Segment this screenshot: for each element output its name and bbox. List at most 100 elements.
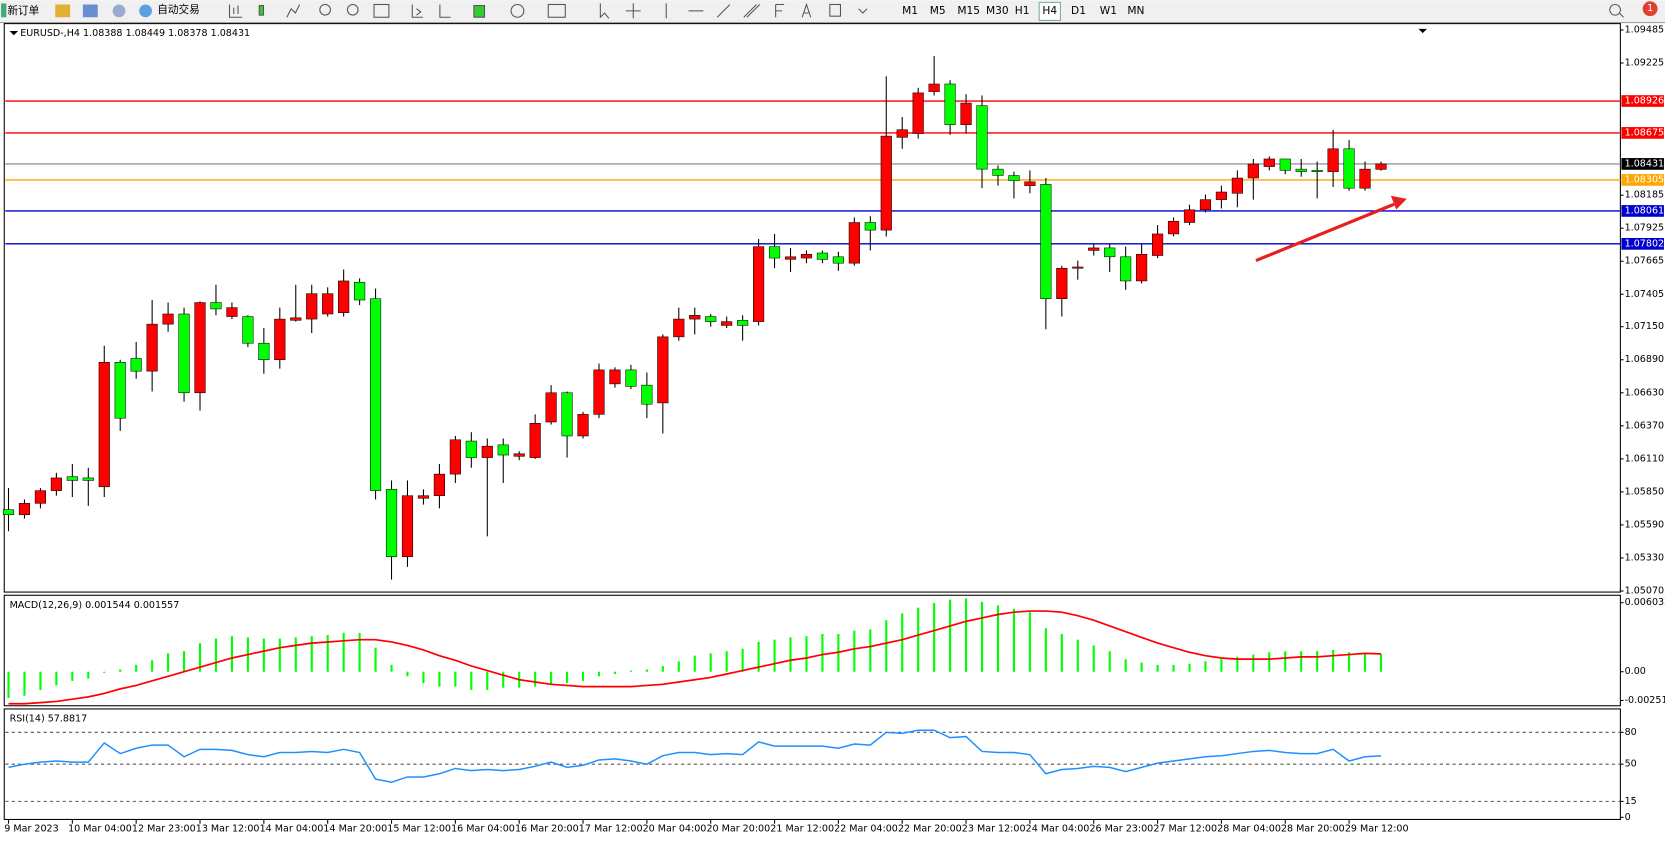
- x-tick-label: 26 Mar 23:00: [1089, 824, 1153, 835]
- candle-body: [1104, 247, 1116, 258]
- periods[interactable]: [510, 3, 525, 18]
- candle-body: [705, 316, 717, 322]
- tool-icon[interactable]: [82, 4, 98, 18]
- candle-body: [162, 313, 174, 325]
- candle-body: [385, 489, 398, 557]
- high: 1.08449: [126, 28, 165, 39]
- shapes[interactable]: [858, 8, 868, 14]
- tool-icon[interactable]: [258, 5, 265, 16]
- candle-body: [848, 222, 860, 264]
- candle-body: [1231, 177, 1243, 194]
- timeframe[interactable]: H1: [1015, 4, 1030, 17]
- zoom-in[interactable]: [319, 3, 331, 16]
- y-tick-label: 1.05590: [1625, 519, 1664, 530]
- level-label: 1.08926: [1625, 96, 1664, 107]
- candle-body: [274, 318, 286, 361]
- candle-body: [210, 302, 222, 310]
- tool-icon[interactable]: [439, 4, 451, 18]
- candle-body: [1120, 256, 1132, 282]
- candle-body: [1215, 191, 1227, 200]
- candle-body: [896, 129, 908, 138]
- signal-line: [8, 610, 1382, 705]
- level-label: 1.08675: [1625, 127, 1664, 138]
- candle-body: [768, 246, 781, 259]
- indicators[interactable]: [473, 5, 486, 18]
- y-tick-label: 1.05850: [1625, 486, 1664, 497]
- fibo[interactable]: [775, 3, 785, 18]
- tool-icon[interactable]: [228, 4, 243, 18]
- cursor[interactable]: [599, 3, 610, 19]
- timeframe[interactable]: D1: [1071, 4, 1086, 17]
- trendline[interactable]: [716, 4, 731, 18]
- candle-body: [832, 256, 844, 264]
- auto-trading[interactable]: 自动交易: [157, 3, 199, 16]
- y-tick-label: 1.06630: [1625, 387, 1664, 398]
- candle-body: [1136, 254, 1148, 282]
- text-tool[interactable]: [801, 2, 812, 18]
- tool-icon[interactable]: [411, 4, 423, 18]
- candle-body: [1375, 163, 1387, 170]
- label-tool[interactable]: [829, 3, 842, 17]
- templates[interactable]: [547, 3, 566, 18]
- crosshair[interactable]: [625, 3, 641, 19]
- x-tick-label: 9 Mar 2023: [4, 824, 58, 835]
- y-tick-label: 1.05330: [1625, 552, 1664, 563]
- y-tick-label: 1.06110: [1625, 453, 1664, 464]
- zoom-out[interactable]: [346, 3, 359, 16]
- timeframe[interactable]: M5: [930, 4, 946, 17]
- auto-trading-icon[interactable]: [139, 4, 152, 18]
- tool-icon[interactable]: [286, 4, 301, 18]
- tile[interactable]: [373, 3, 390, 18]
- tool-icon[interactable]: [55, 4, 71, 18]
- candle-body: [369, 298, 382, 491]
- rsi-header: RSI(14) 57.8817: [10, 713, 88, 724]
- rsi-title: RSI(14): [10, 713, 45, 724]
- candle-body: [178, 313, 190, 394]
- candle-body: [864, 222, 876, 231]
- candle-body: [1040, 184, 1052, 300]
- search[interactable]: [1609, 3, 1624, 18]
- y-tick-label: 1.09225: [1625, 58, 1664, 69]
- candle-body: [1072, 266, 1084, 269]
- notification-badge[interactable]: [1642, 1, 1658, 17]
- candle-body: [577, 414, 589, 437]
- level-label-bg: [1621, 127, 1664, 139]
- panel-menu[interactable]: [9, 31, 19, 36]
- candle-body: [1247, 163, 1259, 179]
- tool-icon[interactable]: [112, 4, 126, 18]
- candle-body: [1343, 148, 1355, 189]
- x-tick-label: 17 Mar 12:00: [579, 824, 643, 835]
- new-order[interactable]: 新订单: [7, 4, 39, 17]
- timeframe[interactable]: M30: [986, 4, 1009, 17]
- y-tick-label: 0: [1625, 812, 1631, 823]
- candle-body: [561, 392, 573, 437]
- candle-body: [449, 439, 461, 475]
- macd-header: MACD(12,26,9) 0.001544 0.001557: [10, 599, 180, 610]
- candle-body: [1183, 209, 1196, 223]
- x-tick-label: 20 Mar 20:00: [706, 824, 770, 835]
- candle-body: [1167, 220, 1180, 235]
- x-tick-label: 15 Mar 12:00: [387, 824, 451, 835]
- candle-body: [689, 314, 701, 320]
- candle-body: [753, 246, 765, 322]
- timeframe[interactable]: H4: [1042, 4, 1057, 17]
- candle-body: [625, 369, 637, 387]
- timeframe[interactable]: M15: [957, 4, 980, 17]
- timeframe[interactable]: MN: [1127, 4, 1144, 17]
- timeframe[interactable]: W1: [1100, 4, 1117, 17]
- candle-body: [226, 307, 238, 317]
- x-tick-label: 16 Mar 20:00: [515, 824, 579, 835]
- candle-body: [242, 316, 254, 344]
- channel[interactable]: [743, 4, 761, 18]
- x-tick-label: 24 Mar 04:00: [1026, 824, 1090, 835]
- candle-body: [130, 358, 142, 372]
- candle-body: [641, 384, 653, 405]
- candle-body: [1295, 168, 1307, 172]
- candle-body: [1311, 170, 1323, 172]
- timeframe[interactable]: M1: [902, 4, 918, 17]
- candle-body: [497, 444, 509, 456]
- toolbar: 新订单 自动交易: [0, 0, 1665, 24]
- candle-body: [146, 323, 158, 372]
- x-tick-label: 14 Mar 20:00: [323, 824, 387, 835]
- order-icon: [1, 3, 7, 18]
